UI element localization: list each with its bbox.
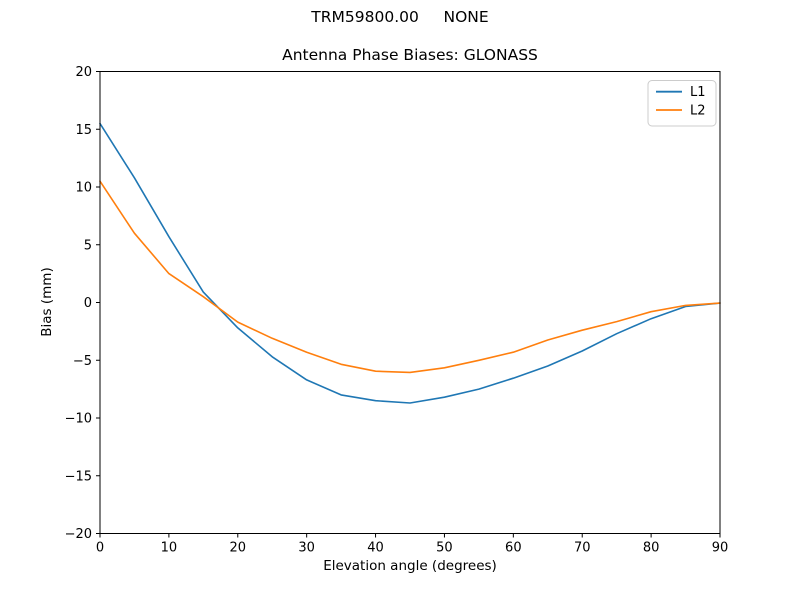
x-axis-label: Elevation angle (degrees) — [323, 558, 497, 574]
x-tick-label: 0 — [96, 541, 104, 556]
chart-title: Antenna Phase Biases: GLONASS — [282, 46, 538, 64]
legend-box — [647, 80, 717, 127]
series-layer — [99, 122, 721, 404]
series-line-L1 — [99, 122, 721, 404]
x-tick-label: 20 — [230, 541, 247, 556]
y-tick-label: −10 — [65, 412, 92, 427]
x-tick-label: 30 — [298, 541, 315, 556]
x-tick-label: 90 — [712, 541, 729, 556]
y-tick-label: 15 — [75, 123, 92, 138]
x-tick-label: 70 — [574, 541, 591, 556]
y-tick-label: −20 — [65, 527, 92, 542]
legend-label-L2: L2 — [690, 103, 706, 118]
y-tick-label: 5 — [84, 238, 92, 253]
y-tick-label: 10 — [75, 181, 92, 196]
y-tick-label: 0 — [84, 296, 92, 311]
x-tick-label: 80 — [643, 541, 660, 556]
legend-label-L1: L1 — [690, 85, 706, 100]
y-tick-label: 20 — [75, 65, 92, 80]
series-line-L2 — [99, 180, 721, 374]
figure-suptitle: TRM59800.00 NONE — [311, 8, 489, 26]
x-tick-label: 10 — [161, 541, 178, 556]
x-tick-label: 60 — [505, 541, 522, 556]
y-tick-label: −5 — [73, 354, 92, 369]
y-axis-label: Bias (mm) — [39, 267, 55, 337]
plot-area-border — [99, 71, 721, 534]
x-tick-label: 40 — [367, 541, 384, 556]
x-tick-label: 50 — [436, 541, 453, 556]
y-tick-label: −15 — [65, 469, 92, 484]
axes-layer: 0 10 20 30 40 50 60 70 80 90 −20 −15 −10 −5 0 5 10 15 20 — [65, 65, 729, 556]
